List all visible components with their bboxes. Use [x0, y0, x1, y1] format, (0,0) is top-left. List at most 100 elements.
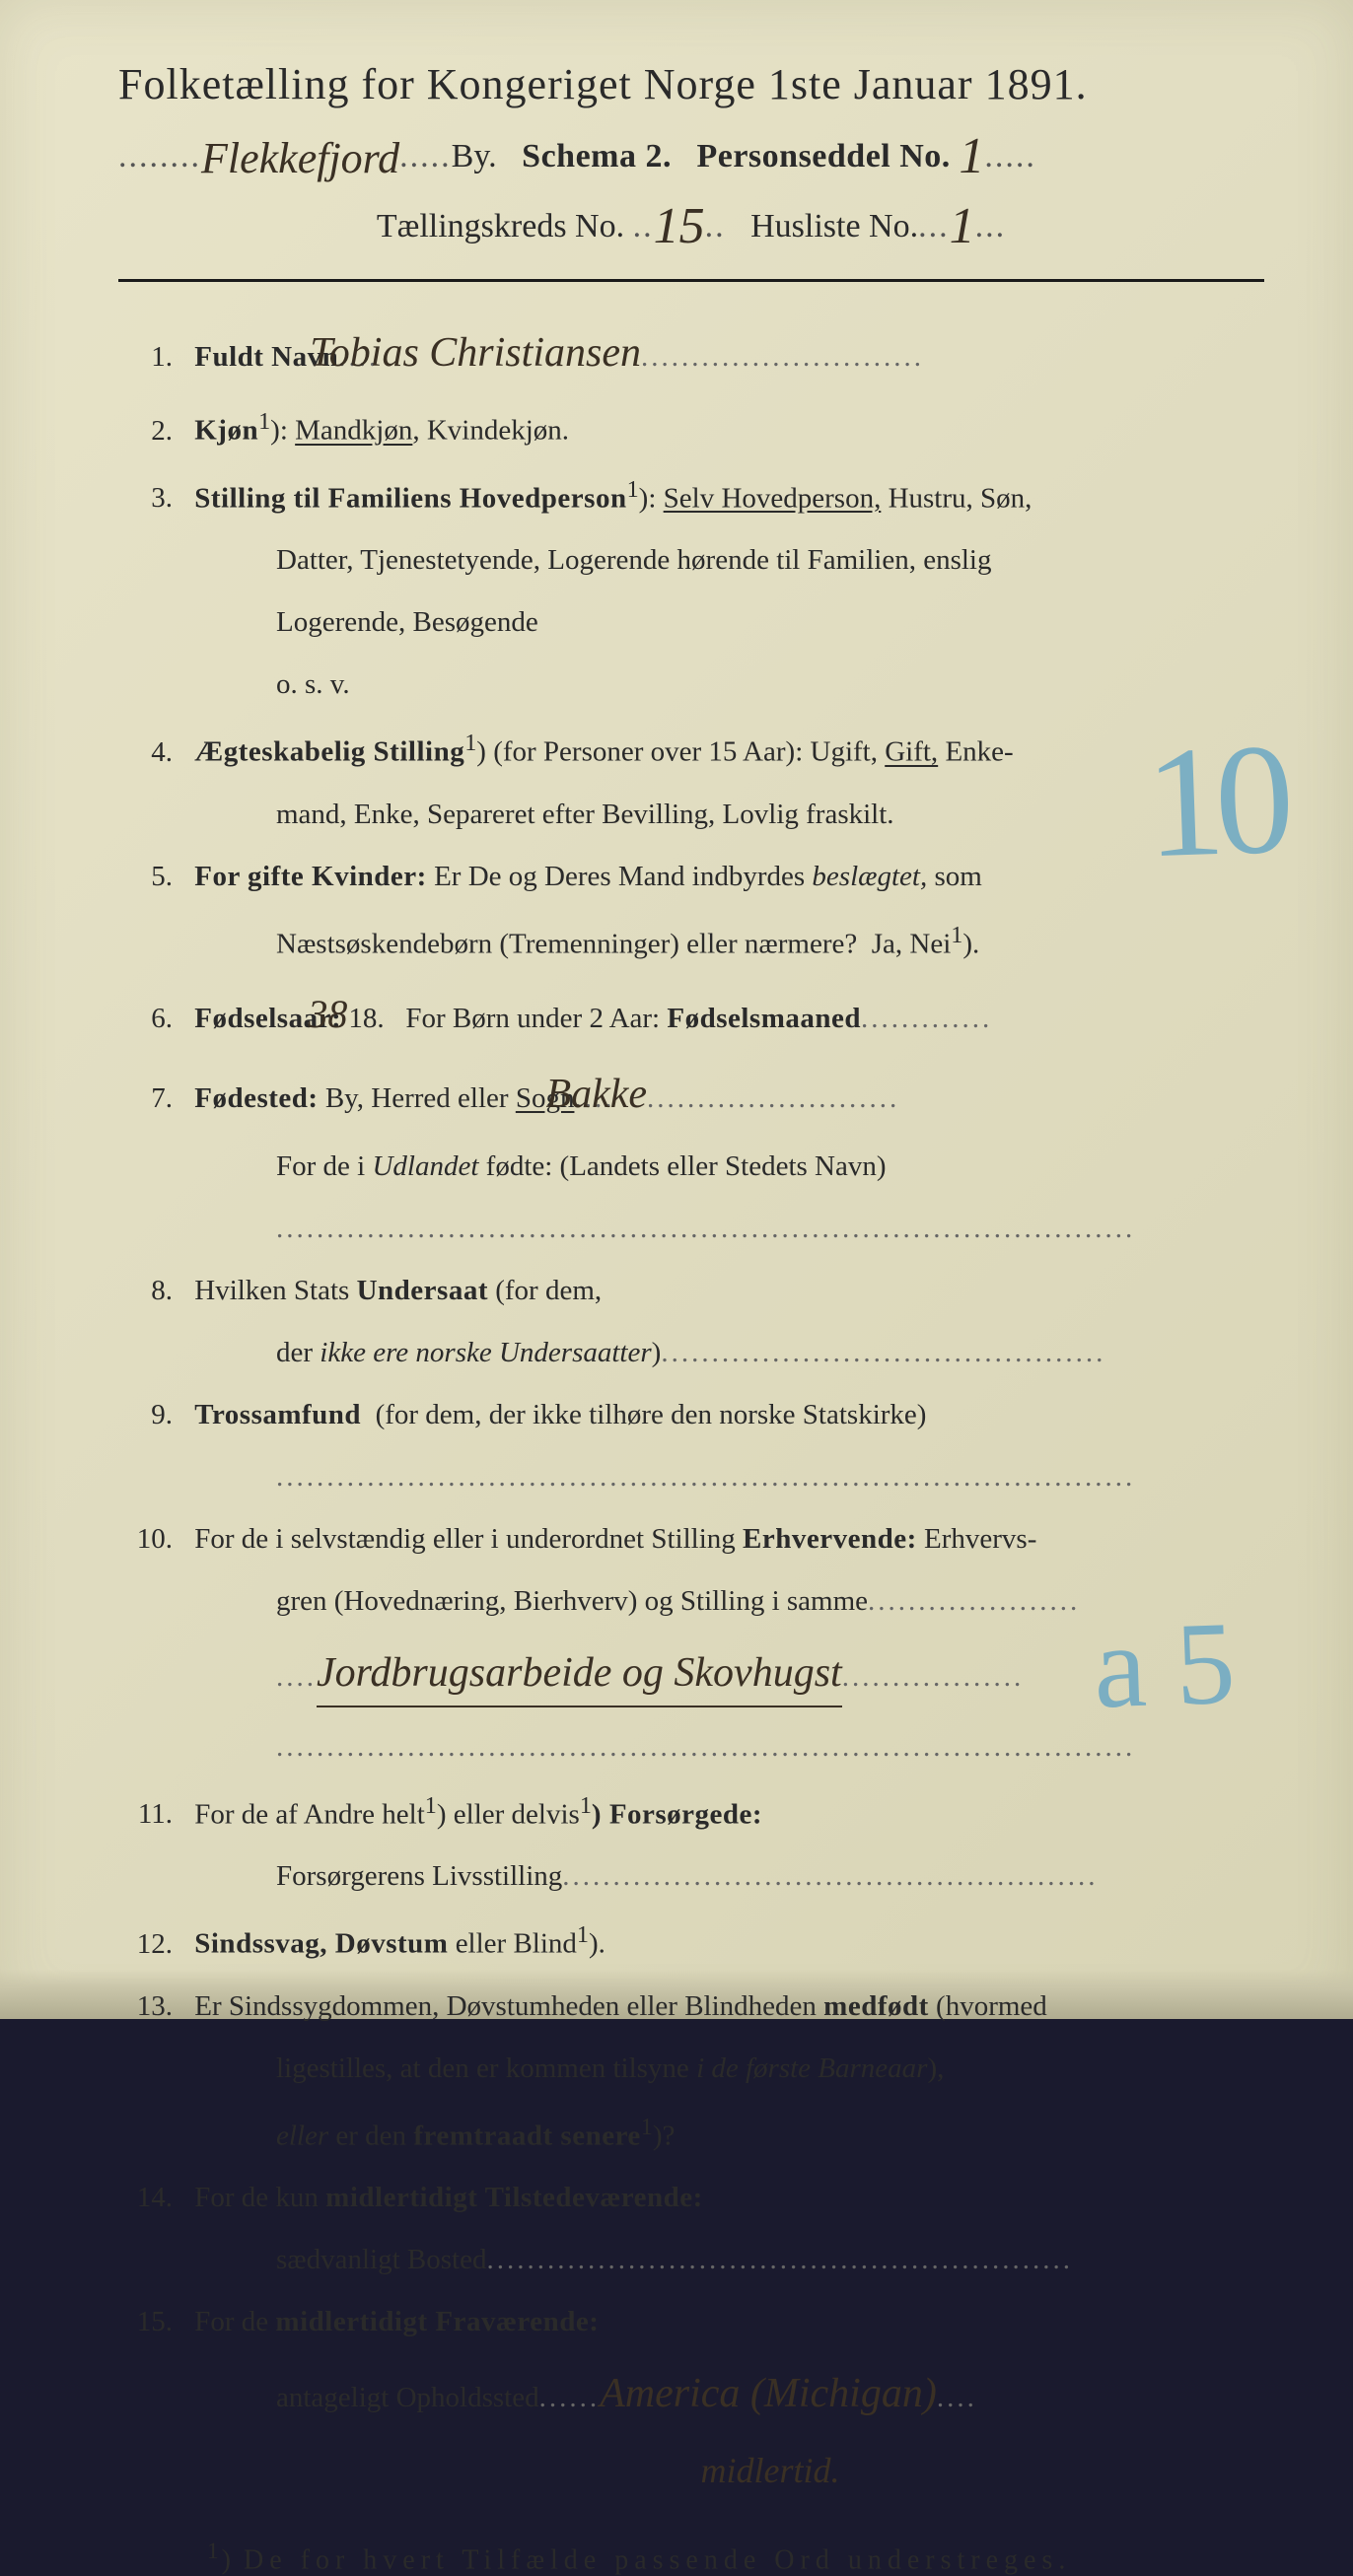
- census-form-page: 10 a 5 Folketælling for Kongeriget Norge…: [0, 0, 1353, 2019]
- absence-value-2: midlertid.: [701, 2444, 840, 2499]
- text: ) eller delvis: [437, 1798, 580, 1830]
- field-7: 7. Fødested: By, Herred eller Sogn....Ba…: [118, 1063, 1264, 1127]
- field-13-line2: ligestilles, at den er kommen tilsyne i …: [118, 2047, 1264, 2091]
- field-label: Sindssvag, Døvstum: [194, 1928, 448, 1960]
- sup: 1: [577, 1921, 589, 1948]
- field-label: Kjøn: [194, 415, 258, 447]
- bold-text: midlertidigt Fraværende:: [275, 2306, 599, 2337]
- dots: ..: [633, 208, 654, 244]
- extra-label: For Børn under 2 Aar:: [405, 1003, 660, 1034]
- personseddel-label: Personseddel No.: [696, 138, 950, 174]
- field-num: 8.: [118, 1269, 173, 1313]
- dots: .....................: [868, 1585, 1080, 1617]
- field-label: For gifte Kvinder:: [194, 861, 427, 892]
- sup: 1: [580, 1792, 592, 1819]
- field-num: 13.: [118, 1984, 173, 2029]
- header-line-2: ........Flekkefjord.....By. Schema 2. Pe…: [118, 121, 1264, 179]
- field-num: 4.: [118, 731, 173, 775]
- dots: ......: [539, 2382, 601, 2413]
- field-num: 12.: [118, 1922, 173, 1967]
- dots: ........: [118, 138, 201, 174]
- field-3: 3. Stilling til Familiens Hovedperson1):…: [118, 471, 1264, 522]
- italic-text: Udlandet: [372, 1150, 478, 1182]
- field-13: 13. Er Sindssygdommen, Døvstumheden elle…: [118, 1984, 1264, 2029]
- husliste-label: Husliste No.: [750, 208, 918, 244]
- text: antageligt Opholdssted: [276, 2382, 539, 2413]
- bold-text: ) Forsørgede:: [592, 1798, 762, 1830]
- field-label: Fødested:: [194, 1082, 318, 1114]
- footnote-text: De for hvert Tilfælde passende Ord under…: [244, 2544, 1071, 2575]
- option-selected: Gift,: [885, 736, 938, 768]
- separator-rule: [118, 279, 1264, 282]
- form-title: Folketælling for Kongeriget Norge 1ste J…: [118, 59, 1264, 109]
- sup: 1: [641, 2114, 653, 2140]
- field-num: 2.: [118, 409, 173, 453]
- birthplace-value: Bakke: [614, 1063, 647, 1127]
- field-num: 5.: [118, 855, 173, 899]
- sup: 1: [207, 2539, 222, 2564]
- field-label: Trossamfund: [194, 1399, 361, 1430]
- field-2: 2. Kjøn1): Mandkjøn, Kvindekjøn.: [118, 403, 1264, 453]
- text: eller Blind: [456, 1928, 577, 1960]
- field-num: 1.: [118, 335, 173, 380]
- dots: .........................: [647, 1082, 899, 1114]
- dotted-line: ........................................…: [118, 1455, 1264, 1499]
- footnote: 1) De for hvert Tilfælde passende Ord un…: [118, 2539, 1264, 2576]
- field-num: 11.: [118, 1792, 173, 1837]
- field-7-line2: For de i Udlandet fødte: (Landets eller …: [118, 1145, 1264, 1189]
- field-num: 15.: [118, 2300, 173, 2344]
- by-value: Flekkefjord: [201, 133, 399, 183]
- dots: ........................................…: [486, 2244, 1073, 2275]
- field-num: 10.: [118, 1517, 173, 1562]
- husliste-no: 1: [950, 197, 975, 255]
- field-6: 6. Fødselsaar: 1838. For Børn under 2 Aa…: [118, 984, 1264, 1045]
- field-15-line2: antageligt Opholdssted......America (Mic…: [118, 2362, 1264, 2426]
- field-8-line2: der ikke ere norske Undersaatter).......…: [118, 1331, 1264, 1375]
- field-13-line3: eller er den fremtraadt senere1)?: [118, 2109, 1264, 2159]
- text: sædvanligt Bosted: [276, 2244, 486, 2275]
- field-3-line2: Datter, Tjenestetyende, Logerende hørend…: [118, 538, 1264, 583]
- dots: ........................................…: [661, 1337, 1105, 1368]
- dots: .....: [399, 138, 452, 174]
- sup: 1: [425, 1792, 437, 1819]
- field-num: 3.: [118, 476, 173, 521]
- dots: ...: [918, 208, 950, 244]
- field-3-line3: Logerende, Besøgende: [118, 600, 1264, 645]
- field-num: 7.: [118, 1077, 173, 1121]
- schema-label: Schema 2.: [522, 138, 672, 174]
- name-value: Tobias Christiansen: [379, 321, 641, 385]
- text: (for dem, der ikke tilhøre den norske St…: [376, 1399, 927, 1430]
- dotted-line: ........................................…: [118, 1207, 1264, 1251]
- bold-text: fremtraadt senere: [413, 2120, 640, 2151]
- italic-text: ikke ere norske Undersaatter: [320, 1337, 651, 1368]
- option-selected: Mandkjøn: [295, 415, 412, 447]
- field-3-line4: o. s. v.: [118, 662, 1264, 707]
- header-line-3: Tællingskreds No. ..15.. Husliste No....…: [118, 191, 1264, 249]
- dots: ..................: [842, 1661, 1025, 1693]
- text: Forsørgerens Livsstilling: [276, 1860, 562, 1892]
- field-label: Ægteskabelig Stilling: [194, 736, 464, 768]
- dots: ....: [937, 2382, 977, 2413]
- sup: 1: [627, 476, 639, 503]
- field-4: 4. Ægteskabelig Stilling1) (for Personer…: [118, 725, 1264, 775]
- bold-text: midlertidigt Tilstedeværende:: [325, 2182, 703, 2213]
- dots: .....: [984, 138, 1036, 174]
- field-11-line2: Forsørgerens Livsstilling...............…: [118, 1854, 1264, 1899]
- italic-text: beslægtet,: [812, 861, 927, 892]
- year-prefix: 18: [348, 1003, 377, 1034]
- field-10: 10. For de i selvstændig eller i underor…: [118, 1517, 1264, 1562]
- field-9: 9. Trossamfund (for dem, der ikke tilhør…: [118, 1393, 1264, 1437]
- italic-text: eller: [276, 2120, 328, 2151]
- occupation-value: Jordbrugsarbeide og Skovhugst: [317, 1641, 842, 1707]
- field-5-line2: Næstsøskendebørn (Tremenninger) eller næ…: [118, 917, 1264, 967]
- dots: ........................................…: [562, 1860, 1098, 1892]
- field-num: 14.: [118, 2176, 173, 2220]
- field-14-line2: sædvanligt Bosted.......................…: [118, 2238, 1264, 2282]
- personseddel-no: 1: [959, 127, 984, 185]
- bold-text: Erhvervende:: [743, 1523, 917, 1555]
- field-15-value2: midlertid.: [118, 2444, 1264, 2499]
- field-10-line2: gren (Hovednæring, Bierhverv) og Stillin…: [118, 1579, 1264, 1624]
- field-5: 5. For gifte Kvinder: Er De og Deres Man…: [118, 855, 1264, 899]
- field-14: 14. For de kun midlertidigt Tilstedevære…: [118, 2176, 1264, 2220]
- field-12: 12. Sindssvag, Døvstum eller Blind1).: [118, 1916, 1264, 1967]
